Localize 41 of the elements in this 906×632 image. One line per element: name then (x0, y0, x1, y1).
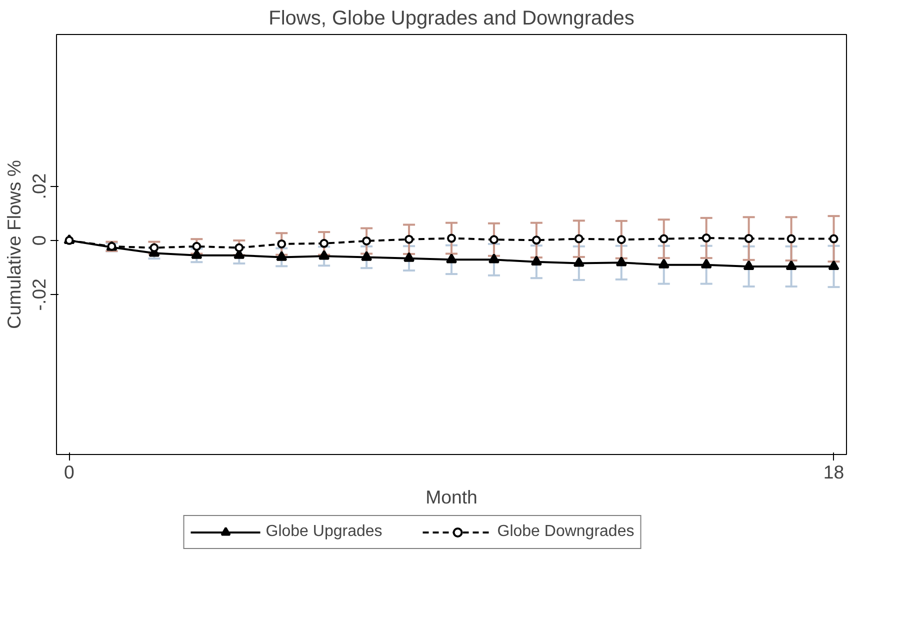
point (828, 260, 840, 270)
point (616, 235, 626, 244)
point (616, 256, 627, 266)
legend-label: Globe Upgrades (266, 523, 382, 541)
point (532, 236, 541, 245)
point (786, 260, 797, 270)
x-axis-title: Month (426, 486, 478, 508)
x-tick-label: 18 (823, 462, 844, 482)
point (446, 253, 457, 264)
y-tick-label: -.02 (28, 278, 50, 311)
point (447, 234, 456, 243)
point (829, 234, 838, 244)
point (659, 234, 668, 244)
point (658, 258, 670, 268)
point (191, 249, 202, 259)
point (786, 234, 796, 244)
point (362, 236, 372, 246)
point (361, 251, 372, 261)
point (234, 243, 244, 252)
point (404, 252, 415, 262)
point (702, 234, 711, 242)
y-tick-label: 0 (28, 235, 50, 246)
chart-title: Flows, Globe Upgrades and Downgrades (268, 8, 634, 30)
point (276, 251, 288, 261)
point (489, 235, 498, 244)
y-tick-label: .02 (28, 173, 50, 200)
point (488, 253, 500, 264)
point (700, 258, 712, 268)
point (404, 234, 414, 244)
point (574, 234, 584, 244)
point (530, 256, 542, 266)
point (192, 242, 202, 251)
point (743, 260, 754, 270)
point (320, 238, 329, 248)
point (744, 234, 754, 244)
point (277, 239, 286, 248)
point (150, 243, 159, 252)
point (573, 257, 584, 267)
point (318, 250, 330, 260)
legend-label: Globe Downgrades (497, 523, 634, 541)
y-axis-title: Cumulative Flows % (4, 160, 24, 329)
